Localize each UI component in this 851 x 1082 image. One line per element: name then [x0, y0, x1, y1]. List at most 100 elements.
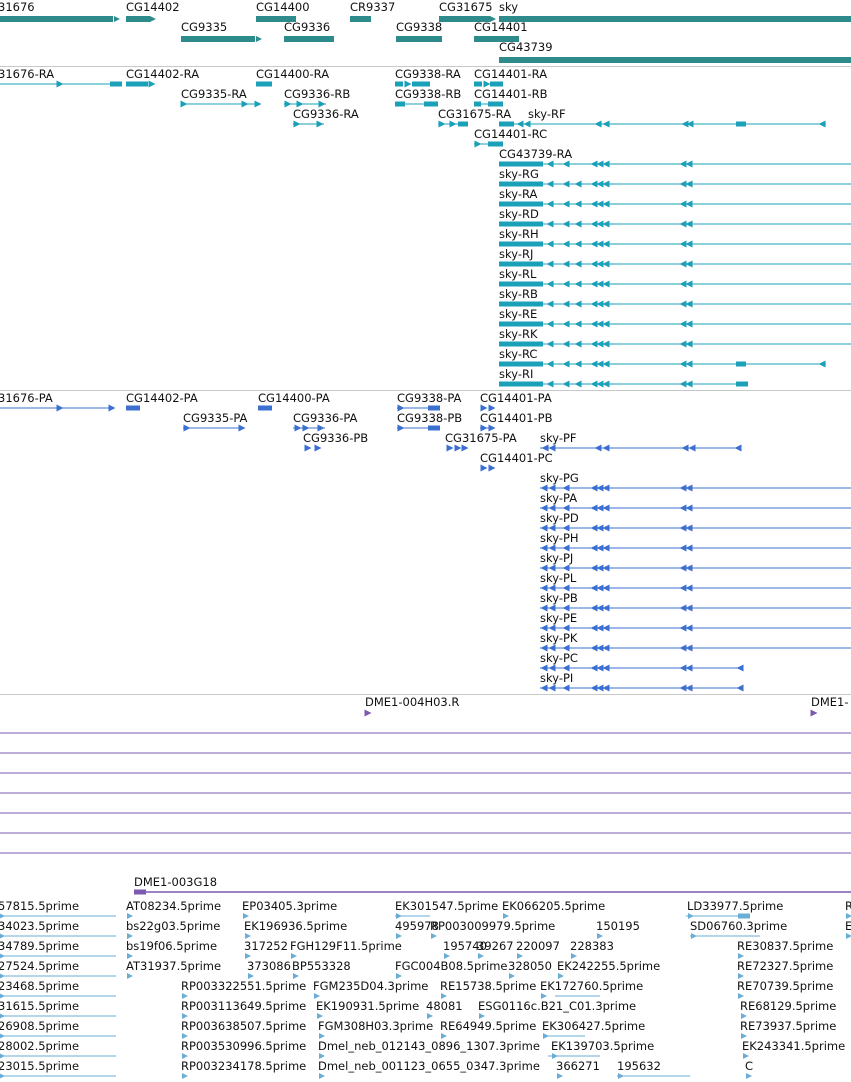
feature-label[interactable]: FGM235D04.3prime [313, 979, 429, 993]
strand-arrow[interactable] [540, 564, 548, 572]
feature-glyph[interactable] [126, 16, 150, 22]
feature-label[interactable]: 31615.5prime [0, 999, 80, 1013]
exon-block[interactable] [395, 81, 403, 87]
strand-arrow[interactable] [317, 424, 325, 432]
feature-label[interactable]: RP003009979.5prime [430, 919, 556, 933]
strand-arrow[interactable] [294, 424, 302, 432]
strand-arrow[interactable] [741, 1013, 747, 1019]
strand-arrow[interactable] [596, 300, 604, 308]
feature-label[interactable]: 366271 [556, 1059, 600, 1073]
strand-arrow[interactable] [679, 544, 687, 552]
strand-arrow[interactable] [685, 220, 693, 228]
strand-arrow[interactable] [548, 444, 556, 452]
feature-label[interactable]: CG14401-PA [480, 391, 552, 405]
strand-arrow[interactable] [602, 160, 610, 168]
strand-arrow[interactable] [602, 624, 610, 632]
feature-label[interactable]: CG9338-RB [395, 87, 462, 101]
strand-arrow[interactable] [810, 709, 818, 717]
exon-block[interactable] [736, 381, 748, 387]
feature-label[interactable]: sky-RK [499, 327, 538, 341]
feature-label[interactable]: 39267 [477, 939, 514, 953]
feature-label[interactable]: sky-PJ [540, 551, 574, 565]
strand-arrow[interactable] [540, 604, 548, 612]
strand-arrow[interactable] [574, 300, 582, 308]
feature-label[interactable]: 26908.5prime [0, 1019, 80, 1033]
exon-block[interactable] [258, 405, 272, 411]
strand-arrow[interactable] [590, 200, 598, 208]
strand-arrow[interactable] [596, 280, 604, 288]
feature-label[interactable]: RE73937.5prime [740, 1019, 837, 1033]
feature-label[interactable]: EK243341.5prime [742, 1039, 846, 1053]
exon-block[interactable] [736, 361, 746, 367]
strand-arrow[interactable] [461, 444, 469, 452]
feature-label[interactable]: 220097 [516, 939, 560, 953]
exon-block[interactable] [474, 81, 482, 87]
feature-label[interactable]: CG9338-PB [397, 411, 463, 425]
strand-arrow[interactable] [686, 120, 694, 128]
feature-label[interactable]: sky-PE [540, 611, 578, 625]
strand-arrow[interactable] [602, 240, 610, 248]
strand-arrow[interactable] [590, 180, 598, 188]
strand-arrow[interactable] [548, 504, 556, 512]
feature-label[interactable]: 48081 [426, 999, 463, 1013]
feature-glyph[interactable] [0, 16, 113, 22]
strand-arrow[interactable] [596, 380, 604, 388]
strand-arrow[interactable] [736, 664, 744, 672]
strand-arrow[interactable] [685, 380, 693, 388]
strand-arrow[interactable] [316, 120, 324, 128]
strand-arrow[interactable] [746, 1073, 752, 1079]
strand-arrow[interactable] [238, 424, 246, 432]
strand-arrow[interactable] [546, 160, 554, 168]
strand-arrow[interactable] [602, 504, 610, 512]
exon-block[interactable] [110, 81, 122, 87]
strand-arrow[interactable] [562, 280, 570, 288]
strand-arrow[interactable] [540, 504, 548, 512]
feature-label[interactable]: CG31675-RA [438, 107, 512, 121]
strand-arrow[interactable] [590, 604, 598, 612]
strand-arrow[interactable] [318, 100, 326, 108]
strand-arrow[interactable] [679, 300, 687, 308]
feature-label[interactable]: 28002.5prime [0, 1039, 80, 1053]
strand-arrow[interactable] [590, 320, 598, 328]
feature-label[interactable]: Dmel_neb_001123_0655_0347.3prime [318, 1059, 540, 1073]
strand-arrow[interactable] [596, 200, 604, 208]
feature-glyph[interactable] [439, 16, 490, 22]
feature-label[interactable]: FGC004B08.5prime [395, 959, 508, 973]
feature-label[interactable]: 150195 [596, 919, 640, 933]
strand-arrow[interactable] [293, 973, 299, 979]
feature-label[interactable]: C [745, 1059, 754, 1073]
strand-arrow[interactable] [546, 200, 554, 208]
strand-arrow[interactable] [596, 624, 604, 632]
exon-block[interactable] [499, 341, 543, 347]
feature-label[interactable]: bs22g03.5prime [126, 919, 221, 933]
strand-arrow[interactable] [596, 524, 604, 532]
strand-arrow[interactable] [738, 993, 744, 999]
strand-arrow[interactable] [596, 584, 604, 592]
strand-arrow[interactable] [540, 544, 548, 552]
strand-arrow[interactable] [319, 1033, 325, 1039]
feature-label[interactable]: EK190931.5prime [316, 999, 420, 1013]
feature-glyph[interactable] [396, 36, 442, 42]
strand-arrow[interactable] [479, 1013, 485, 1019]
strand-arrow[interactable] [446, 444, 454, 452]
strand-arrow[interactable] [562, 360, 570, 368]
strand-arrow[interactable] [597, 933, 603, 939]
feature-label[interactable]: CG14401-RA [474, 67, 548, 81]
exon-block[interactable] [499, 281, 543, 287]
strand-arrow[interactable] [590, 664, 598, 672]
strand-arrow[interactable] [488, 464, 496, 472]
exon-block[interactable] [126, 81, 148, 87]
feature-label[interactable]: 34023.5prime [0, 919, 80, 933]
strand-arrow[interactable] [562, 240, 570, 248]
strand-arrow[interactable] [596, 664, 604, 672]
strand-arrow[interactable] [397, 424, 405, 432]
strand-arrow[interactable] [397, 404, 405, 412]
strand-arrow[interactable] [574, 320, 582, 328]
strand-arrow[interactable] [596, 260, 604, 268]
strand-arrow[interactable] [396, 933, 402, 939]
strand-arrow[interactable] [596, 320, 604, 328]
strand-arrow[interactable] [685, 320, 693, 328]
feature-label[interactable]: Dmel_neb_012143_0896_1307.3prime [318, 1039, 540, 1053]
strand-arrow[interactable] [523, 120, 531, 128]
strand-arrow[interactable] [602, 664, 610, 672]
